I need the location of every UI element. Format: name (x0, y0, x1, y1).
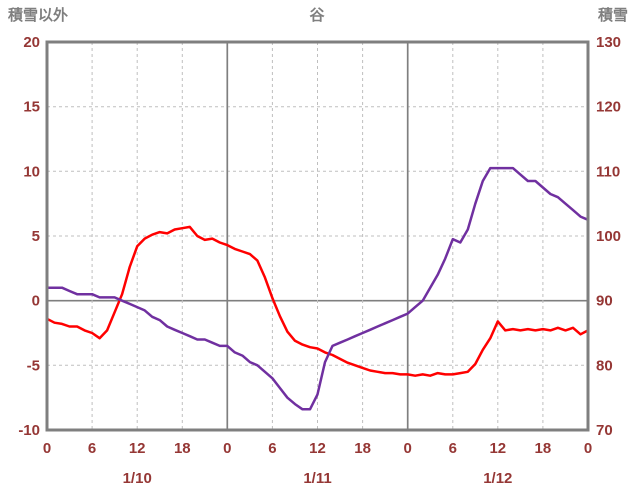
series-lines (45, 166, 590, 411)
left-axis-title: 積雪以外 (7, 6, 68, 24)
plot-frame (45, 40, 590, 432)
x-axis-tick-label: 12 (129, 440, 146, 457)
x-axis-tick-label: 18 (535, 440, 552, 457)
x-axis-tick-label: 0 (223, 440, 231, 457)
left-axis-tick-label: 0 (32, 293, 40, 310)
gridlines (47, 42, 588, 430)
x-axis-tick-label: 0 (43, 440, 51, 457)
x-axis-tick-label: 12 (489, 440, 506, 457)
left-axis-tick-label: -5 (27, 357, 40, 374)
plot-border (45, 40, 590, 432)
left-axis-tick-label: 5 (32, 228, 40, 245)
x-axis-tick-label: 12 (309, 440, 326, 457)
left-axis-tick-label: 20 (23, 34, 40, 51)
purple-right-axis-line (45, 166, 590, 411)
date-label: 1/12 (483, 470, 512, 487)
x-axis-tick-label: 6 (449, 440, 457, 457)
x-axis-tick-label: 18 (354, 440, 371, 457)
x-axis-tick-label: 6 (268, 440, 276, 457)
right-axis-tick-label: 90 (596, 293, 613, 310)
right-axis-tick-label: 100 (596, 228, 621, 245)
x-axis-tick-label: 6 (88, 440, 96, 457)
left-axis-tick-label: 10 (23, 163, 40, 180)
right-axis-tick-label: 70 (596, 422, 613, 439)
right-axis-title: 積雪 (597, 6, 628, 24)
x-axis-tick-label: 18 (174, 440, 191, 457)
x-axis-tick-label: 0 (584, 440, 592, 457)
right-axis-tick-label: 80 (596, 357, 613, 374)
right-axis-tick-label: 120 (596, 99, 621, 116)
left-axis-tick-label: 15 (23, 99, 40, 116)
right-axis-tick-label: 110 (596, 163, 620, 180)
chart-title: 谷 (309, 7, 325, 24)
red-left-axis-line (45, 225, 590, 377)
left-axis-tick-label: -10 (18, 422, 40, 439)
right-axis-tick-label: 130 (596, 34, 621, 51)
x-axis-tick-label: 0 (404, 440, 412, 457)
date-label: 1/10 (123, 470, 152, 487)
date-label: 1/11 (303, 470, 331, 487)
